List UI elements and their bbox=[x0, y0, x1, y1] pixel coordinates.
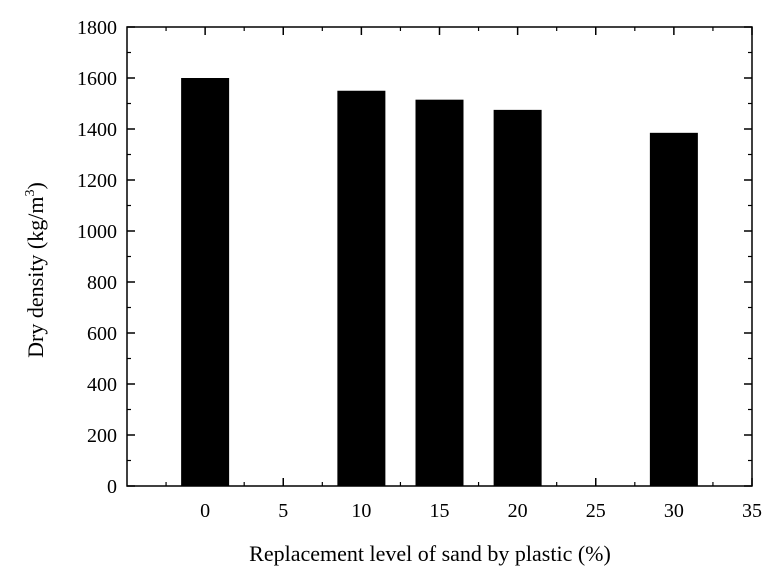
bar-20 bbox=[493, 109, 542, 486]
y-tick-label: 800 bbox=[87, 272, 117, 294]
y-tick-label: 1200 bbox=[77, 170, 117, 192]
y-tick-label: 400 bbox=[87, 374, 117, 396]
x-axis-label: Replacement level of sand by plastic (%) bbox=[249, 541, 611, 566]
y-axis-label: Dry density (kg/m3) bbox=[23, 182, 48, 358]
bar-10 bbox=[337, 90, 386, 486]
bar-0 bbox=[181, 78, 230, 486]
plot-frame bbox=[126, 26, 753, 487]
y-axis-label-suffix: ) bbox=[23, 182, 48, 189]
y-tick-label: 600 bbox=[87, 323, 117, 345]
y-tick-label: 1000 bbox=[77, 221, 117, 243]
x-tick-label: 25 bbox=[586, 500, 606, 522]
bar-30 bbox=[649, 132, 698, 486]
bars-group bbox=[181, 78, 698, 487]
y-axis-label-superscript: 3 bbox=[23, 190, 38, 197]
y-axis-ticks: 0 200 400 600 800 1000 1200 1400 1600 1800 bbox=[77, 17, 752, 498]
y-tick-label: 200 bbox=[87, 425, 117, 447]
y-tick-label: 0 bbox=[107, 476, 117, 498]
x-tick-label: 35 bbox=[742, 500, 762, 522]
x-tick-label: 10 bbox=[351, 500, 371, 522]
x-axis-ticks: 0 5 10 15 20 25 30 35 bbox=[165, 27, 762, 522]
y-tick-label: 1800 bbox=[77, 17, 117, 39]
bar-15 bbox=[415, 99, 464, 487]
x-tick-label: 20 bbox=[508, 500, 528, 522]
x-tick-label: 30 bbox=[664, 500, 684, 522]
x-tick-label: 15 bbox=[430, 500, 450, 522]
y-axis-label-main: Dry density (kg/m bbox=[23, 197, 48, 358]
x-tick-label: 0 bbox=[200, 500, 210, 522]
x-tick-label: 5 bbox=[278, 500, 288, 522]
y-tick-label: 1400 bbox=[77, 119, 117, 141]
y-tick-label: 1600 bbox=[77, 68, 117, 90]
